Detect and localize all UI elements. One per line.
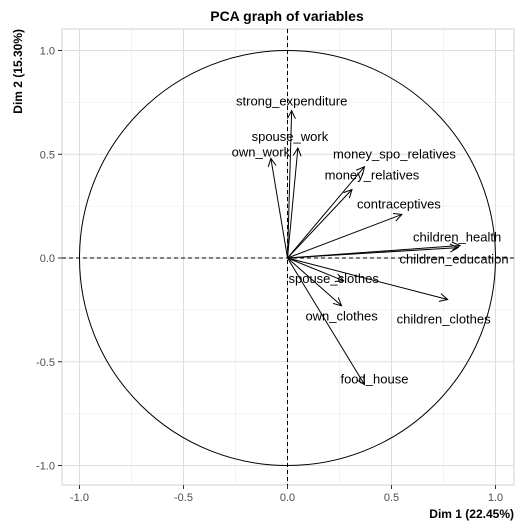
arrow-own-clothes — [287, 257, 342, 306]
arrow-contraceptives — [287, 214, 402, 259]
label-spouse-clothes: spouse_clothes — [288, 271, 379, 286]
label-strong-expenditure: strong_expenditure — [236, 94, 347, 109]
arrow-children-education — [287, 248, 459, 259]
y-tick-label: -1.0 — [36, 461, 55, 473]
axis-ticks: -1.0 -0.5 0.0 0.5 1.0 -1.0 -0.5 0.0 0.5 1.0 — [36, 46, 503, 505]
x-tick-label: 0.5 — [384, 492, 399, 504]
arrow-spouse-work — [287, 148, 298, 259]
y-tick-label: -0.5 — [36, 357, 55, 369]
label-children-health: children_health — [413, 230, 501, 245]
label-contraceptives: contraceptives — [357, 196, 441, 211]
arrow-strong-expenditure — [288, 111, 292, 259]
label-own-work: own_work — [232, 144, 291, 159]
arrow-money-spo-relatives — [287, 167, 365, 259]
label-own-clothes: own_clothes — [305, 309, 378, 324]
variable-arrows — [271, 111, 460, 385]
label-money-spo-relatives: money_spo_relatives — [333, 147, 456, 162]
x-tick-label: -1.0 — [70, 492, 89, 504]
label-children-clothes: children_clothes — [397, 312, 491, 327]
x-axis-title: Dim 1 (22.45%) — [429, 507, 514, 521]
label-spouse-work: spouse_work — [252, 129, 329, 144]
label-money-relatives: money_relatives — [325, 168, 420, 183]
arrow-spouse-clothes — [287, 257, 344, 281]
y-tick-label: 1.0 — [40, 46, 55, 58]
chart-title: PCA graph of variables — [210, 8, 364, 24]
arrow-own-work — [271, 158, 288, 259]
label-children-education: children_education — [399, 252, 508, 267]
y-tick-label: 0.5 — [40, 149, 55, 161]
y-tick-label: 0.0 — [40, 253, 55, 265]
x-tick-label: 0.0 — [280, 492, 295, 504]
arrow-money-relatives — [287, 190, 352, 259]
arrow-children-clothes — [287, 257, 448, 300]
label-food-house: food_house — [340, 372, 408, 387]
x-tick-label: 1.0 — [488, 492, 503, 504]
x-tick-label: -0.5 — [174, 492, 193, 504]
arrow-food-house — [287, 257, 365, 385]
y-axis-title: Dim 2 (15.30%) — [11, 29, 25, 114]
